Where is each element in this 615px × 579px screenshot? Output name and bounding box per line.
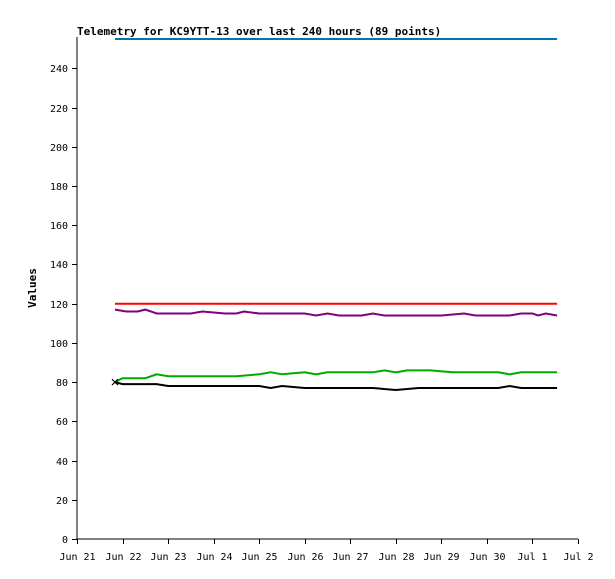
y-tick-label: 80 bbox=[56, 378, 68, 389]
x-tick-label: Jun 27 bbox=[332, 552, 368, 563]
y-tick-label: 180 bbox=[50, 182, 68, 193]
y-tick-label: 240 bbox=[50, 64, 68, 75]
x-tick-label: Jun 30 bbox=[469, 552, 505, 563]
y-tick-label: 20 bbox=[56, 496, 68, 507]
series-layer bbox=[111, 38, 558, 392]
y-tick-label: 100 bbox=[50, 339, 68, 350]
x-tick-label: Jun 28 bbox=[378, 552, 414, 563]
x-tick-label: Jul 1 bbox=[517, 552, 547, 563]
chart-title: Telemetry for KC9YTT-13 over last 240 ho… bbox=[77, 25, 441, 38]
y-tick-label: 140 bbox=[50, 260, 68, 271]
y-tick-label: 200 bbox=[50, 143, 68, 154]
y-tick-label: 120 bbox=[50, 300, 68, 311]
x-tick-label: Jul 2 bbox=[563, 552, 593, 563]
x-tick-label: Jun 21 bbox=[59, 552, 95, 563]
series-line bbox=[114, 308, 558, 317]
x-tick-label: Jun 22 bbox=[105, 552, 141, 563]
y-tick-label: 0 bbox=[62, 535, 68, 546]
axes: 0 20 40 60 80 100 120 140 160 180 200 220 240 Jun 21 J… bbox=[50, 37, 594, 563]
x-tick-label: Jun 23 bbox=[150, 552, 186, 563]
x-tick-label: Jun 26 bbox=[287, 552, 323, 563]
y-axis-label: Values bbox=[26, 268, 39, 308]
x-tick-label: Jun 29 bbox=[423, 552, 459, 563]
x-tick-label: Jun 25 bbox=[241, 552, 277, 563]
y-tick-label: 160 bbox=[50, 221, 68, 232]
y-tick-label: 220 bbox=[50, 104, 68, 115]
y-tick-label: 60 bbox=[56, 417, 68, 428]
series-line bbox=[114, 369, 558, 383]
x-tick-label: Jun 24 bbox=[196, 552, 232, 563]
series-start-marker bbox=[111, 378, 119, 386]
y-tick-label: 40 bbox=[56, 457, 68, 468]
series-line bbox=[114, 381, 558, 392]
